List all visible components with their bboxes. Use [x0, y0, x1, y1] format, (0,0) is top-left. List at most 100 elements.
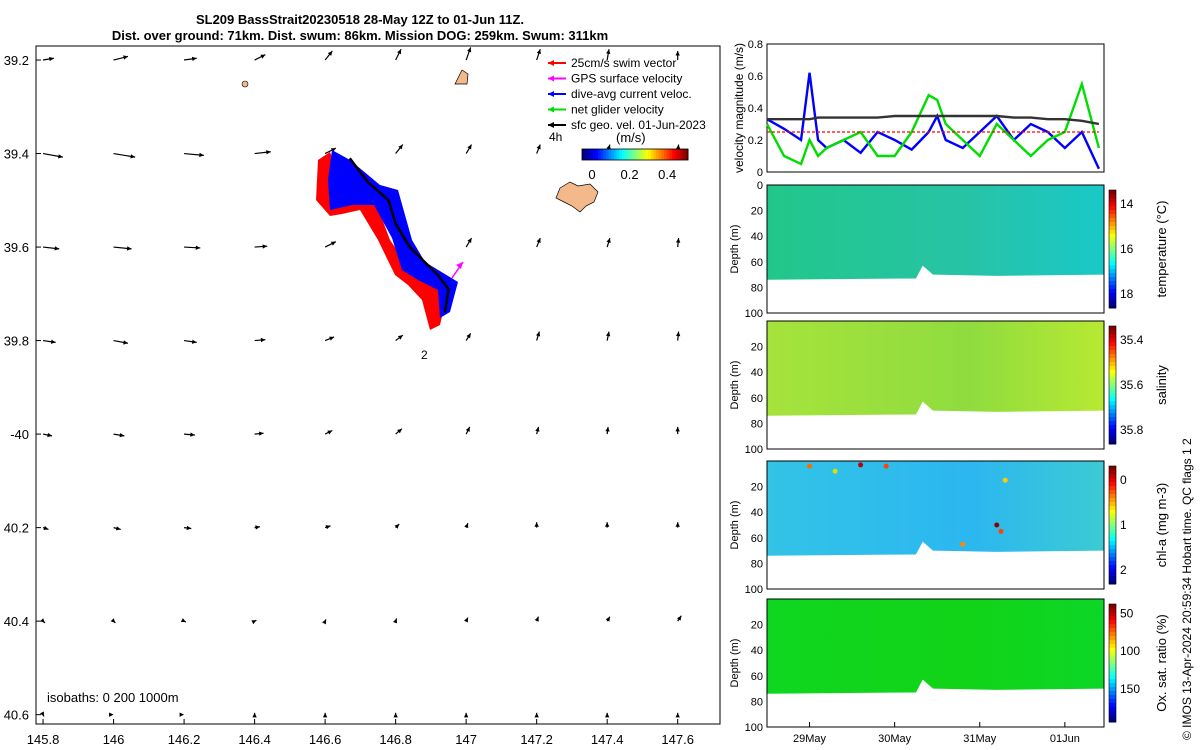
velocity-y-label: velocity magnitude (m/s) [732, 43, 746, 173]
depth-tick-label: 60 [751, 533, 763, 545]
chl-hotspot [883, 463, 889, 469]
colorbar-swatch [685, 149, 689, 160]
panel-colorbar-swatch [1109, 485, 1116, 491]
legend-4h: 4h [549, 130, 562, 144]
panel-colorbar-swatch [1109, 300, 1116, 305]
panel-colorbar-swatch [1109, 647, 1116, 652]
panel-colorbar-swatch [1109, 631, 1116, 636]
sfc-velocity-arrow [465, 333, 472, 341]
panel-colorbar-tick: 35.8 [1120, 423, 1144, 437]
credit-text: © IMOS 13-Apr-2024 20:59:34 Hobart time.… [1180, 438, 1194, 740]
sfc-velocity-arrow [113, 433, 125, 438]
colorbar-swatch [637, 149, 641, 160]
colorbar-swatch [640, 149, 644, 160]
panel-colorbar-swatch [1109, 197, 1116, 203]
sfc-velocity-arrow [322, 619, 327, 625]
colorbar-unit: (m/s) [616, 130, 646, 145]
colorbar-swatch [661, 149, 665, 160]
panel-colorbar-swatch [1109, 501, 1116, 506]
panel-colorbar-swatch [1109, 420, 1116, 425]
sfc-velocity-arrow [113, 152, 136, 159]
legend-label: GPS surface velocity [571, 72, 682, 86]
sfc-velocity-arrow [254, 54, 266, 61]
panel-colorbar-swatch [1109, 304, 1116, 309]
panel-colorbar-swatch [1109, 209, 1116, 215]
panel-colorbar-frame [1108, 603, 1117, 723]
sfc-velocity-arrow [183, 56, 197, 62]
chart-title-line-1: SL209 BassStrait20230518 28-May 12Z to 0… [195, 12, 525, 27]
sfc-velocity-arrow [463, 712, 469, 718]
panel-colorbar-swatch [1109, 272, 1116, 278]
legend-entry: dive-avg current veloc. [548, 87, 692, 101]
panel-colorbar-swatch [1109, 361, 1116, 366]
colorbar-swatch [666, 149, 670, 160]
panel-colorbar-swatch [1109, 205, 1116, 211]
depth-tick-label: 20 [751, 206, 763, 218]
sfc-velocity-arrow [393, 618, 398, 624]
sfc-velocity-arrow [183, 339, 197, 344]
sfc-velocity-arrow [463, 617, 469, 623]
velocity-y-tick: 0.6 [748, 71, 763, 83]
panel-colorbar-swatch [1109, 357, 1116, 362]
velocity-series-line [765, 79, 1101, 166]
sfc-velocity-arrow [534, 522, 539, 528]
panel-colorbar-swatch [1109, 249, 1116, 254]
panel-colorbar-swatch [1109, 260, 1116, 266]
depth-axis-label: Depth (m) [729, 639, 741, 688]
depth-tick-label: 60 [751, 257, 763, 269]
sfc-velocity-arrow [675, 238, 681, 248]
sfc-velocity-arrow [184, 245, 201, 250]
colorbar-swatch [619, 149, 623, 160]
panel-colorbar-swatch [1109, 698, 1116, 703]
panel-colorbar-swatch [1109, 373, 1116, 378]
isobaths-label: isobaths: 0 200 1000m [47, 690, 179, 705]
panel-colorbar-swatch [1109, 256, 1116, 262]
panel-colorbar-swatch [1109, 615, 1116, 621]
depth-tick-label: 60 [751, 671, 763, 683]
panel-colorbar-swatch [1109, 436, 1116, 441]
panel-colorbar-swatch [1109, 505, 1116, 510]
panel-colorbar-swatch [1109, 241, 1116, 246]
panel-colorbar-swatch [1109, 666, 1116, 672]
sfc-velocity-arrow [254, 150, 271, 155]
depth-axis-label: Depth (m) [729, 501, 741, 550]
panel-colorbar-swatch [1109, 580, 1116, 585]
panel-colorbar-swatch [1109, 690, 1116, 695]
panel-colorbar-swatch [1109, 296, 1116, 301]
sfc-velocity-arrow [605, 426, 610, 435]
sfc-velocity-arrow [536, 144, 541, 154]
sfc-velocity-arrow [184, 152, 204, 158]
legend-label: dive-avg current veloc. [571, 87, 692, 101]
sfc-velocity-arrow [110, 618, 116, 624]
velocity-y-tick: 0 [757, 167, 763, 179]
colorbar-swatch [642, 149, 647, 160]
sfc-velocity-arrow [393, 712, 398, 718]
legend-entry: net glider velocity [548, 103, 664, 117]
panel-colorbar-swatch [1109, 229, 1116, 234]
chl-hotspot [960, 541, 966, 547]
panel-colorbar-swatch [1109, 408, 1116, 414]
sfc-velocity-arrow [395, 48, 402, 61]
panel-colorbar-swatch [1109, 284, 1116, 289]
colorbar-swatch [656, 149, 660, 160]
sfc-velocity-arrow [535, 331, 541, 341]
sfc-velocity-arrow [676, 615, 682, 622]
sfc-velocity-arrow [675, 712, 680, 718]
sfc-velocity-arrow [465, 144, 473, 154]
sfc-velocity-arrow [395, 428, 403, 435]
colorbar-swatch [592, 149, 596, 160]
sfc-velocity-arrow [394, 523, 400, 529]
sfc-velocity-arrow [42, 56, 54, 62]
panel-colorbar-swatch [1109, 381, 1116, 386]
panel-colorbar-swatch [1109, 517, 1116, 522]
panel-colorbar-tick: 18 [1120, 287, 1134, 301]
sfc-velocity-arrow [324, 241, 337, 248]
colorbar-swatch [658, 149, 662, 160]
panel-colorbar-swatch [1109, 548, 1116, 554]
panel-colorbar-tick: 150 [1120, 682, 1140, 696]
map-plot: 145.8 146 146.2 146.4 146.6 146.8 147 147.2 147.… [4, 45, 721, 747]
sfc-velocity-arrow [254, 337, 266, 343]
colorbar-swatch [632, 149, 636, 160]
sfc-velocity-arrow [605, 522, 610, 528]
